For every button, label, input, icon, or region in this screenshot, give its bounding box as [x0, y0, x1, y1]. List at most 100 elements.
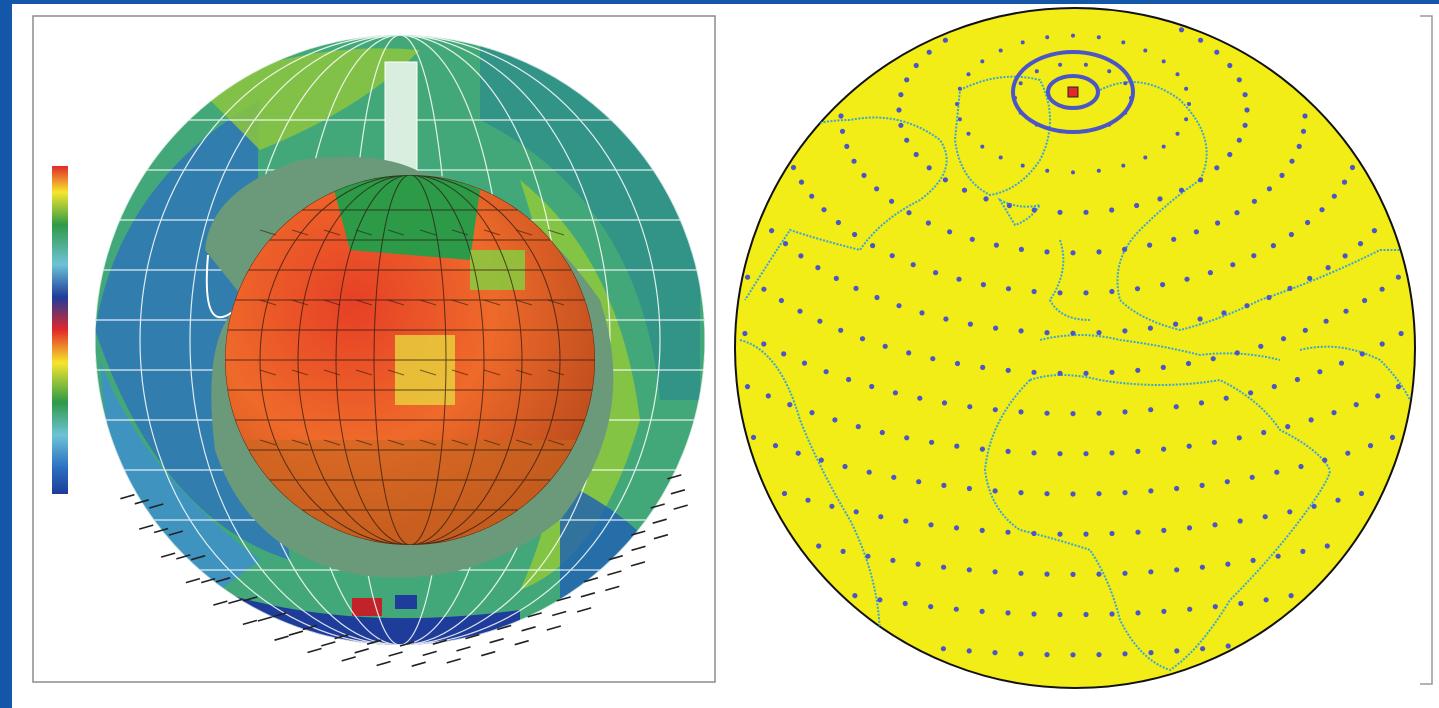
grid-point — [1184, 276, 1190, 282]
grid-point — [957, 86, 962, 91]
grid-point — [1211, 439, 1217, 445]
grid-point — [930, 356, 936, 362]
grid-point — [902, 600, 908, 607]
polar-rings — [1011, 50, 1135, 134]
flow-arrow — [546, 625, 562, 631]
grid-point — [817, 318, 823, 324]
grid-point — [1193, 229, 1199, 235]
grid-point — [1302, 113, 1308, 119]
earth-ocean — [734, 7, 1416, 689]
grid-point — [866, 469, 872, 475]
grid-point — [1398, 330, 1404, 337]
grid-point — [1225, 561, 1231, 567]
grid-point — [1288, 231, 1294, 238]
grid-point — [1395, 274, 1401, 280]
grid-point — [1178, 187, 1185, 193]
grid-point — [1174, 485, 1180, 492]
grid-point — [861, 172, 867, 178]
flow-arrow — [176, 554, 191, 560]
grid-point — [1248, 390, 1254, 396]
grid-point — [840, 548, 846, 555]
grid-point — [913, 62, 919, 69]
flow-arrow — [387, 229, 405, 236]
grid-point — [1071, 33, 1075, 38]
grid-point — [956, 276, 962, 282]
flow-arrow — [480, 650, 496, 657]
grid-point — [1345, 450, 1351, 456]
grid-point — [1123, 110, 1128, 115]
flow-arrow — [456, 646, 471, 652]
grid-point — [1249, 474, 1255, 480]
flow-arrow — [673, 504, 688, 510]
flow-arrow — [387, 439, 405, 446]
grid-point — [1109, 450, 1115, 456]
flow-arrow — [228, 598, 243, 605]
grid-point — [1236, 435, 1242, 441]
grid-point — [929, 439, 935, 445]
grid-point — [1122, 246, 1128, 252]
grid-point — [1305, 219, 1311, 226]
flow-arrow — [323, 439, 341, 446]
grid-point — [1018, 651, 1024, 657]
grid-point — [1109, 369, 1115, 375]
grid-point — [967, 404, 973, 410]
grid-point — [1261, 429, 1267, 436]
flow-arrow — [242, 619, 258, 626]
grid-point — [1129, 96, 1133, 100]
flow-arrow — [419, 299, 437, 306]
grid-point — [1031, 288, 1037, 295]
grid-point — [910, 262, 916, 268]
grid-point — [1250, 557, 1256, 564]
grid-point — [1096, 652, 1102, 658]
grid-point — [1302, 327, 1308, 333]
flow-arrow — [321, 641, 336, 647]
grid-point — [890, 557, 896, 564]
grid-point — [966, 485, 973, 492]
flow-arrow — [451, 229, 469, 236]
grid-point — [942, 37, 949, 43]
grid-point — [1083, 370, 1089, 376]
grid-point — [998, 48, 1003, 53]
grid-point — [1057, 611, 1063, 618]
grid-point — [966, 72, 971, 77]
flow-arrow — [630, 530, 646, 536]
grid-point — [870, 243, 876, 249]
grid-point — [1057, 290, 1063, 296]
flow-arrow — [354, 648, 369, 654]
flow-arrow — [631, 545, 646, 552]
grid-point — [1223, 395, 1229, 401]
grid-point — [815, 265, 821, 271]
grid-point — [1135, 610, 1141, 616]
grid-point — [979, 527, 985, 534]
grid-point — [1184, 117, 1189, 122]
grid-point — [1044, 652, 1050, 658]
grid-point — [879, 429, 885, 436]
grid-point — [1083, 611, 1089, 618]
flow-arrow — [168, 530, 184, 536]
flow-arrow — [607, 570, 622, 576]
grid-point — [943, 316, 949, 322]
grid-point — [761, 341, 767, 347]
flow-arrow — [387, 369, 405, 376]
grid-point — [942, 177, 949, 183]
grid-point — [1045, 35, 1050, 40]
left-panel — [32, 15, 716, 683]
grid-point — [1006, 202, 1013, 209]
grid-point — [928, 522, 934, 528]
grid-point — [896, 107, 902, 113]
grid-point — [980, 364, 986, 370]
grid-point — [926, 49, 932, 55]
grid-point — [744, 384, 751, 390]
grid-point — [829, 503, 835, 509]
grid-point — [874, 294, 880, 301]
grid-point — [1198, 37, 1204, 43]
grid-point — [1018, 570, 1024, 576]
grid-point — [915, 561, 921, 567]
flow-arrow — [259, 439, 277, 446]
grid-point — [1005, 367, 1011, 373]
grid-point — [1251, 198, 1257, 204]
flow-arrow — [259, 299, 277, 306]
grid-point — [891, 474, 897, 480]
flow-arrow — [259, 369, 277, 376]
